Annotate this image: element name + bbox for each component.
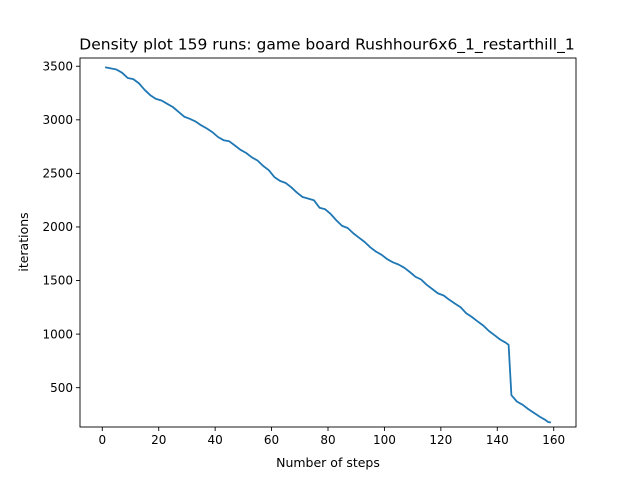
y-tick-label: 1500 [42, 274, 73, 288]
y-tick-label: 3000 [42, 113, 73, 127]
x-tick-label: 140 [486, 433, 509, 447]
x-tick-label: 80 [320, 433, 335, 447]
x-tick-label: 20 [151, 433, 166, 447]
y-tick-label: 2500 [42, 167, 73, 181]
plot-area [104, 66, 552, 424]
series-line-1 [104, 66, 552, 424]
chart-title: Density plot 159 runs: game board Rushho… [79, 36, 574, 55]
x-axis-label: Number of steps [276, 455, 380, 470]
x-tick-label: 0 [98, 433, 106, 447]
y-axis-label: iterations [16, 212, 31, 271]
y-tick-label: 3500 [42, 59, 73, 73]
x-tick-label: 120 [429, 433, 452, 447]
axes-frame [79, 57, 577, 428]
x-tick-label: 40 [208, 433, 223, 447]
x-tick-label: 160 [542, 433, 565, 447]
y-tick-label: 2000 [42, 220, 73, 234]
x-tick-label: 100 [373, 433, 396, 447]
y-tick-label: 500 [50, 381, 73, 395]
y-tick-label: 1000 [42, 327, 73, 341]
x-tick-label: 60 [264, 433, 279, 447]
